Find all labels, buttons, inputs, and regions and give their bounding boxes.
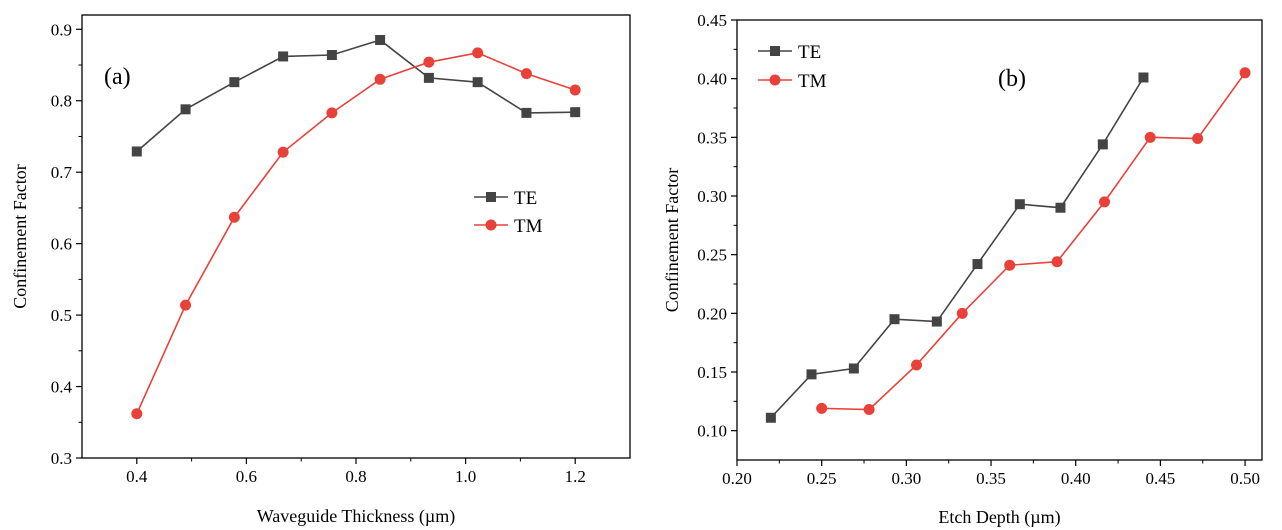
data-point-tm	[326, 107, 338, 119]
data-point-te	[570, 107, 581, 118]
data-point-te	[806, 369, 817, 380]
y-axis-label: Confinement Factor	[10, 164, 30, 308]
x-tick-label: 0.8	[345, 467, 366, 486]
data-point-tm	[520, 68, 532, 80]
x-tick-label: 0.4	[126, 467, 148, 486]
data-point-tm	[277, 146, 289, 158]
y-tick-label: 0.35	[697, 128, 727, 147]
x-tick-label: 0.40	[1061, 469, 1091, 488]
x-axis-label: Waveguide Thickness (µm)	[257, 506, 456, 527]
panel-label: (a)	[104, 64, 131, 90]
legend-label-tm: TM	[798, 71, 827, 92]
series-line-tm	[821, 72, 1246, 411]
y-tick-label: 0.7	[51, 163, 73, 182]
legend-marker-tm	[769, 74, 781, 86]
legend-marker-tm	[485, 219, 497, 231]
series-line-te	[770, 77, 1145, 419]
y-tick-label: 0.10	[697, 422, 727, 441]
data-point-te	[1014, 199, 1025, 210]
data-point-tm	[228, 211, 240, 223]
y-tick-label: 0.45	[697, 11, 727, 30]
y-tick-label: 0.8	[51, 92, 72, 111]
data-point-te	[765, 412, 776, 423]
y-tick-label: 0.9	[51, 20, 72, 39]
data-point-te	[889, 314, 900, 325]
data-point-tm	[1004, 259, 1016, 271]
x-tick-label: 0.45	[1146, 469, 1176, 488]
data-point-tm	[956, 307, 968, 319]
data-point-tm	[423, 56, 435, 68]
plot-frame	[736, 19, 1263, 461]
data-point-tm	[1239, 67, 1251, 79]
data-point-tm	[816, 402, 828, 414]
legend-label-te: TE	[514, 188, 537, 209]
x-tick-label: 0.50	[1230, 469, 1260, 488]
data-point-tm	[1099, 196, 1110, 208]
legend-label-te: TE	[798, 42, 821, 63]
y-tick-label: 0.4	[51, 378, 73, 397]
x-tick-label: 1.2	[565, 467, 586, 486]
x-tick-label: 0.30	[891, 469, 921, 488]
x-tick-label: 0.6	[236, 467, 257, 486]
legend-marker-te	[486, 192, 496, 202]
data-point-te	[326, 50, 337, 61]
data-point-te	[423, 72, 434, 83]
data-point-tm	[180, 299, 192, 311]
data-point-te	[472, 77, 483, 88]
data-point-te	[229, 77, 240, 88]
legend-label-tm: TM	[514, 216, 543, 237]
panel-label: (b)	[998, 66, 1026, 92]
data-point-tm	[131, 408, 143, 420]
data-point-tm	[863, 404, 875, 416]
y-axis-label: Confinement Factor	[662, 168, 682, 312]
data-point-te	[375, 35, 386, 46]
data-point-te	[931, 316, 942, 327]
y-tick-label: 0.5	[51, 306, 72, 325]
y-tick-label: 0.30	[697, 187, 727, 206]
y-tick-label: 0.3	[51, 449, 72, 468]
legend-marker-te	[770, 46, 780, 56]
data-point-tm	[1051, 256, 1063, 268]
series-line-te	[136, 39, 576, 153]
x-tick-label: 1.0	[455, 467, 476, 486]
data-point-te	[1138, 72, 1149, 83]
data-point-te	[972, 259, 983, 270]
y-tick-label: 0.40	[697, 70, 727, 89]
x-axis-label: Etch Depth (µm)	[938, 507, 1060, 528]
y-tick-label: 0.6	[51, 235, 72, 254]
y-tick-label: 0.20	[697, 304, 727, 323]
data-point-tm	[472, 47, 484, 59]
chart-panel-b: 0.20 0.25 0.30 0.35 0.40 0.45 0.50 0.10 0.15 0.20…	[662, 11, 1263, 528]
x-tick-label: 0.35	[976, 469, 1006, 488]
data-point-te	[521, 107, 532, 118]
chart-panel-a: 0.4 0.6 0.8 1.0 1.2 0.3 0.4 0.5 0.6 0.7 0.8 0.9 Wave…	[10, 14, 631, 527]
x-tick-label: 0.20	[722, 469, 752, 488]
data-point-tm	[1192, 133, 1204, 145]
data-point-te	[1097, 139, 1108, 150]
x-tick-label: 0.25	[807, 469, 837, 488]
data-point-te	[848, 363, 859, 374]
data-point-tm	[374, 73, 386, 85]
y-tick-label: 0.15	[697, 363, 727, 382]
series-line-tm	[136, 52, 576, 415]
data-point-te	[180, 104, 191, 115]
data-point-tm	[1144, 131, 1156, 143]
data-point-te	[278, 51, 289, 62]
data-point-tm	[911, 359, 923, 371]
data-point-tm	[569, 84, 581, 96]
data-point-te	[131, 146, 142, 157]
data-point-te	[1055, 202, 1066, 213]
y-tick-label: 0.25	[697, 246, 727, 265]
